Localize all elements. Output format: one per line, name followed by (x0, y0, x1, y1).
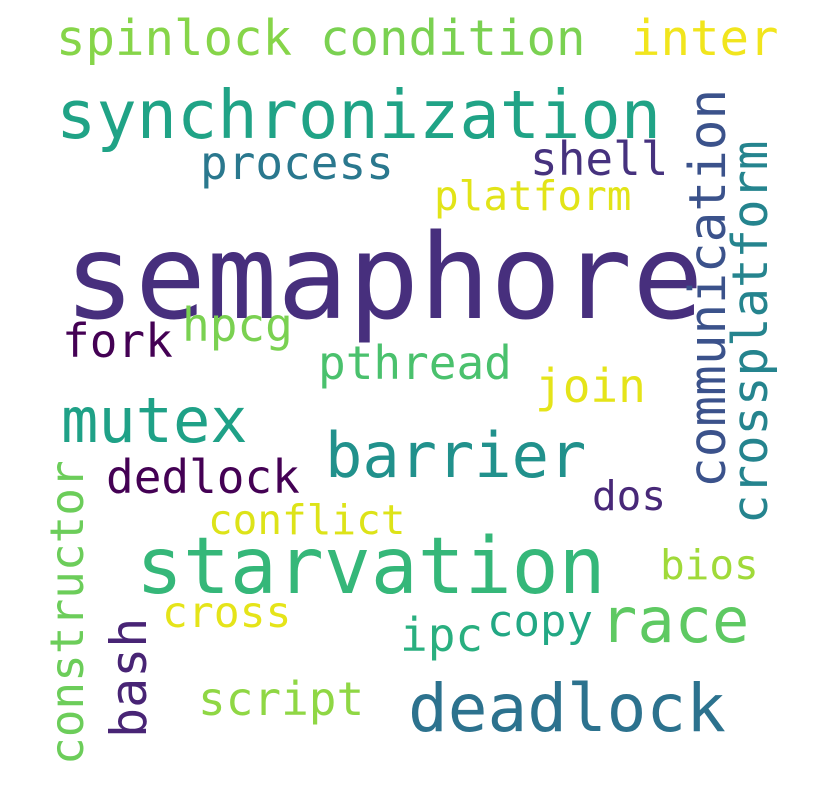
word-shell: shell (530, 132, 669, 186)
word-process: process (200, 136, 394, 190)
word-deadlock: deadlock (408, 670, 726, 747)
word-inter: inter (631, 10, 779, 67)
word-ipc: ipc (400, 608, 484, 662)
word-synchronization: synchronization (56, 76, 662, 154)
word-crossplatform: crossplatform (722, 140, 779, 524)
word-bios: bios (660, 541, 759, 589)
word-pthread: pthread (318, 336, 512, 390)
word-fork: fork (62, 314, 173, 368)
word-conflict: conflict (208, 496, 406, 544)
word-mutex: mutex (61, 384, 248, 457)
word-semaphore: semaphore (64, 208, 704, 346)
word-script: script (198, 672, 365, 726)
word-dedlock: dedlock (106, 450, 300, 504)
word-bash: bash (100, 617, 158, 738)
word-copy: copy (487, 596, 593, 647)
word-race: race (600, 584, 750, 657)
word-condition: condition (320, 10, 586, 67)
word-starvation: starvation (136, 522, 606, 612)
word-constructor: constructor (40, 460, 94, 765)
word-join: join (535, 359, 646, 413)
word-platform: platform (434, 172, 632, 220)
word-spinlock: spinlock (56, 10, 293, 67)
word-hpcg: hpcg (182, 298, 293, 352)
word-barrier: barrier (325, 419, 587, 492)
word-dos: dos (592, 472, 667, 520)
word-cross: cross (162, 588, 292, 638)
